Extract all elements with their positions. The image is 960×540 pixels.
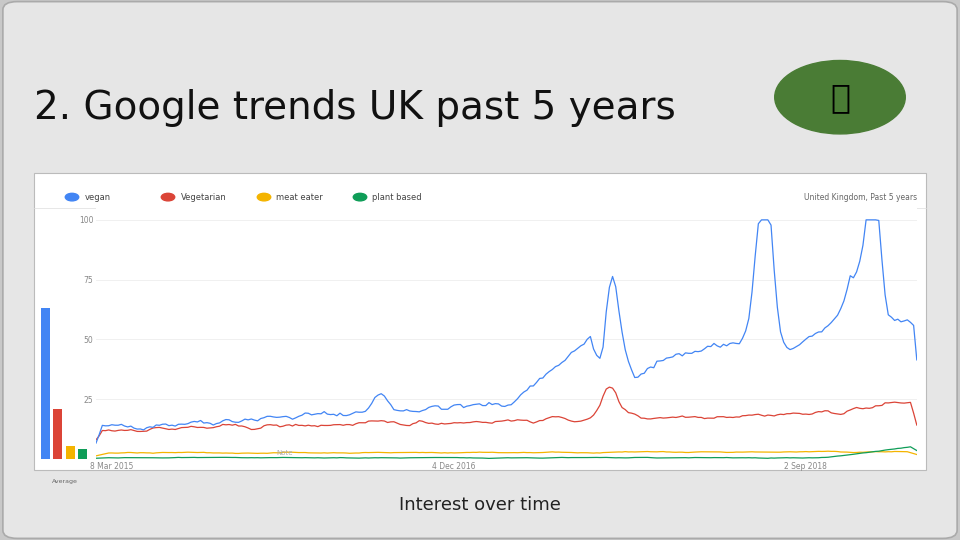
Circle shape — [65, 193, 79, 201]
Text: meat eater: meat eater — [276, 193, 324, 201]
Bar — [79, 449, 87, 459]
Text: Average: Average — [52, 479, 78, 484]
Bar — [66, 447, 75, 459]
Circle shape — [775, 60, 905, 134]
Circle shape — [257, 193, 271, 201]
Text: United Kingdom, Past 5 years: United Kingdom, Past 5 years — [804, 193, 917, 201]
FancyBboxPatch shape — [3, 2, 957, 538]
Text: 2. Google trends UK past 5 years: 2. Google trends UK past 5 years — [34, 89, 675, 127]
Bar — [54, 409, 62, 459]
Circle shape — [161, 193, 175, 201]
Circle shape — [353, 193, 367, 201]
Text: Interest over time: Interest over time — [399, 496, 561, 514]
Text: Note: Note — [276, 450, 293, 456]
Text: Vegetarian: Vegetarian — [180, 193, 227, 201]
Bar — [41, 308, 50, 459]
Text: plant based: plant based — [372, 193, 422, 201]
FancyBboxPatch shape — [34, 173, 926, 470]
Text: vegan: vegan — [84, 193, 110, 201]
Text: 🍃: 🍃 — [830, 80, 850, 114]
